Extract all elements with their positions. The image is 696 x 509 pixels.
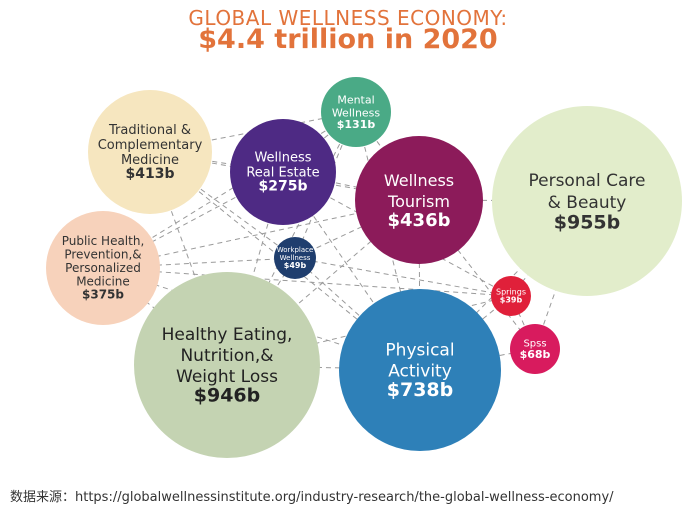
bubble-label-real-estate: Real Estate	[246, 165, 319, 180]
bubble-value-public-health: $375b	[82, 287, 124, 301]
bubble-spas: Spss$68b	[510, 324, 560, 374]
bubble-label-tourism: Wellness	[384, 171, 454, 190]
bubble-circle-physical-activity	[339, 289, 501, 451]
bubble-value-physical-activity: $738b	[387, 379, 453, 401]
bubble-value-traditional: $413b	[126, 166, 175, 182]
connector-line-workplace-springs	[294, 257, 512, 297]
bubble-label-traditional: Traditional &	[108, 123, 191, 138]
bubble-tourism: Wellness Tourism$436b	[355, 136, 483, 264]
bubble-label-real-estate: Wellness	[254, 150, 311, 165]
bubble-circle-springs	[491, 276, 531, 316]
bubble-label-healthy-eating: Healthy Eating,	[162, 325, 293, 345]
bubble-label-personal-care: & Beauty	[548, 193, 627, 213]
bubble-circle-spas	[510, 324, 560, 374]
bubble-label-public-health: Prevention,&	[64, 248, 141, 262]
bubble-public-health: Public Health,Prevention,&PersonalizedMe…	[46, 211, 160, 325]
bubble-circle-mental	[321, 77, 391, 147]
bubble-value-personal-care: $955b	[554, 211, 620, 233]
bubble-value-healthy-eating: $946b	[194, 385, 260, 407]
bubble-value-springs: $39b	[500, 296, 523, 305]
bubble-label-traditional: Medicine	[121, 153, 179, 168]
bubble-label-healthy-eating: Weight Loss	[176, 367, 278, 387]
bubble-label-physical-activity: Physical	[385, 340, 454, 360]
bubble-label-healthy-eating: Nutrition,&	[180, 346, 273, 366]
bubble-value-spas: $68b	[520, 348, 551, 361]
bubble-label-public-health: Medicine	[76, 275, 130, 289]
bubble-springs: Springs$39b	[491, 276, 531, 316]
bubble-chart: Traditional &ComplementaryMedicine$413bM…	[46, 77, 682, 458]
chart-title-line2: $4.4 trillion in 2020	[198, 24, 498, 55]
bubble-circle-workplace	[274, 237, 316, 279]
chart-title-line1: GLOBAL WELLNESS ECONOMY:	[188, 6, 508, 30]
bubble-label-mental: Mental	[337, 93, 374, 106]
bubble-label-personal-care: Personal Care	[528, 171, 645, 191]
bubble-label-mental: Wellness	[332, 106, 381, 119]
bubble-label-workplace: Wellness	[280, 254, 311, 262]
bubble-label-spas: Spss	[523, 339, 546, 350]
bubble-label-tourism: Tourism	[387, 192, 450, 211]
bubble-label-public-health: Personalized	[65, 261, 141, 275]
bubble-healthy-eating: Healthy Eating,Nutrition,&Weight Loss$94…	[134, 272, 320, 458]
bubbles: Traditional &ComplementaryMedicine$413bM…	[46, 77, 682, 458]
bubble-circle-traditional	[88, 90, 212, 214]
bubble-circle-healthy-eating	[134, 272, 320, 458]
bubble-label-workplace: Workplace	[277, 246, 314, 254]
connector-line-real-estate-public-health	[102, 171, 284, 269]
source-citation: 数据来源：https://globalwellnessinstitute.org…	[10, 490, 614, 505]
bubble-circle-tourism	[355, 136, 483, 264]
bubble-circle-real-estate	[230, 119, 336, 225]
bubble-label-public-health: Public Health,	[62, 234, 145, 248]
bubble-value-real-estate: $275b	[259, 179, 308, 195]
connector-line-personal-care-spas	[534, 200, 588, 350]
bubble-label-physical-activity: Activity	[388, 361, 452, 381]
bubble-circle-public-health	[46, 211, 160, 325]
bubble-value-workplace: $49b	[284, 261, 307, 270]
bubble-label-springs: Springs	[496, 287, 526, 296]
bubble-value-tourism: $436b	[388, 210, 451, 231]
connector-line-real-estate-healthy-eating	[226, 171, 284, 366]
bubble-personal-care: Personal Care& Beauty$955b	[492, 106, 682, 296]
bubble-circle-personal-care	[492, 106, 682, 296]
bubble-label-traditional: Complementary	[98, 138, 203, 153]
bubble-value-mental: $131b	[337, 118, 376, 131]
